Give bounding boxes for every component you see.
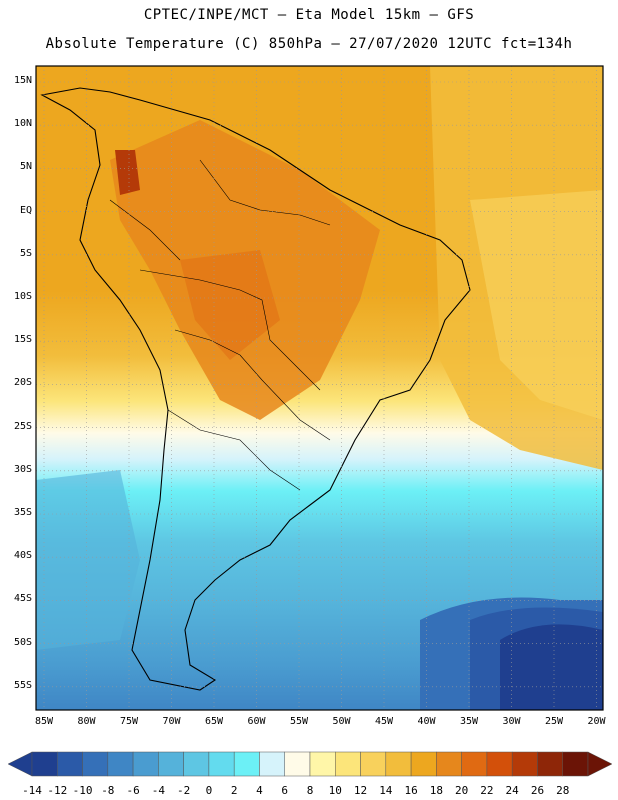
colorbar	[7, 751, 613, 777]
lat-label: 30S	[13, 463, 32, 475]
chart-title-line-2: Absolute Temperature (C) 850hPa – 27/07/…	[45, 36, 573, 52]
lat-label: 45S	[13, 593, 32, 605]
colorbar-label: 0	[205, 784, 213, 797]
lon-label: 20W	[587, 716, 606, 727]
lat-label: EQ	[19, 204, 32, 216]
colorbar-swatch	[233, 751, 260, 777]
colorbar-swatch	[208, 751, 235, 777]
colorbar-label: 2	[230, 784, 238, 797]
colorbar-swatch	[537, 751, 563, 777]
lon-label: 70W	[162, 716, 181, 727]
colorbar-label: 26	[530, 784, 545, 797]
lon-label: 45W	[374, 716, 394, 727]
lon-label: 25W	[544, 716, 564, 727]
lat-label: 25S	[13, 420, 32, 432]
colorbar-swatch	[562, 751, 589, 777]
colorbar-swatch	[511, 751, 538, 777]
lon-label: 35W	[459, 716, 479, 727]
colorbar-min-arrow	[7, 751, 33, 777]
lat-label: 40S	[13, 550, 32, 562]
colorbar-label: 22	[480, 784, 494, 797]
colorbar-swatch	[259, 751, 285, 777]
colorbar-swatch	[461, 751, 488, 777]
lon-label: 80W	[77, 716, 96, 727]
lat-label: 10S	[13, 291, 32, 302]
grid-lines	[36, 66, 603, 710]
colorbar-swatch	[158, 751, 184, 777]
colorbar-label: 28	[556, 784, 570, 797]
colorbar-swatch	[57, 751, 83, 777]
lon-label: 75W	[119, 716, 139, 727]
lat-label: 35S	[13, 507, 32, 518]
colorbar-swatch	[31, 751, 58, 777]
colorbar-swatch	[183, 751, 210, 777]
colorbar-swatch	[284, 751, 311, 777]
temperature-field	[36, 66, 603, 710]
lat-label: 20S	[13, 377, 32, 389]
colorbar-swatch	[132, 751, 159, 777]
colorbar-swatch	[385, 751, 412, 777]
colorbar-swatch	[486, 751, 513, 777]
colorbar-label: 18	[429, 784, 443, 797]
colorbar-swatch	[82, 751, 109, 777]
lat-label: 5N	[19, 161, 32, 173]
lat-label: 10N	[13, 118, 32, 130]
map-frame	[35, 65, 604, 711]
colorbar-label: 10	[328, 784, 342, 797]
lon-label: 65W	[204, 716, 224, 727]
colorbar-swatch	[309, 751, 336, 777]
colorbar-label: -2	[177, 784, 191, 797]
colorbar-label: 14	[379, 784, 393, 797]
colorbar-label: 4	[256, 784, 263, 797]
colorbar-label: -6	[126, 784, 140, 797]
colorbar-swatch	[436, 751, 462, 777]
colorbar-label: -4	[151, 784, 165, 797]
colorbar-swatch	[410, 751, 437, 777]
colorbar-swatch	[335, 751, 361, 777]
colorbar-label: 8	[306, 784, 314, 797]
colorbar-label: 16	[404, 784, 418, 797]
lon-label: 60W	[247, 716, 266, 727]
colorbar-label: 6	[281, 784, 289, 797]
lat-label: 50S	[13, 636, 32, 648]
country-borders	[109, 159, 331, 491]
colorbar-max-arrow	[587, 751, 613, 777]
lat-label: 5S	[19, 247, 32, 259]
colorbar-label: -8	[101, 784, 115, 797]
colorbar-label: -14	[22, 784, 42, 797]
colorbar-label: 24	[505, 784, 519, 797]
chart-title-line-1: CPTEC/INPE/MCT – Eta Model 15km – GFS	[143, 7, 475, 23]
colorbar-swatch	[107, 751, 134, 777]
colorbar-label: 20	[455, 784, 469, 797]
colorbar-label: -10	[72, 784, 93, 797]
lon-label: 30W	[502, 716, 521, 727]
lat-label: 55S	[13, 679, 32, 691]
colorbar-label: -12	[47, 784, 68, 797]
lat-label: 15S	[13, 334, 32, 346]
colorbar-swatch	[360, 751, 387, 777]
lon-label: 55W	[289, 716, 309, 727]
lat-label: 15N	[13, 75, 32, 86]
colorbar-label: 12	[353, 784, 368, 797]
coastline	[40, 87, 471, 691]
lon-label: 85W	[34, 716, 54, 727]
lon-label: 50W	[332, 716, 351, 727]
lon-label: 40W	[417, 716, 436, 727]
